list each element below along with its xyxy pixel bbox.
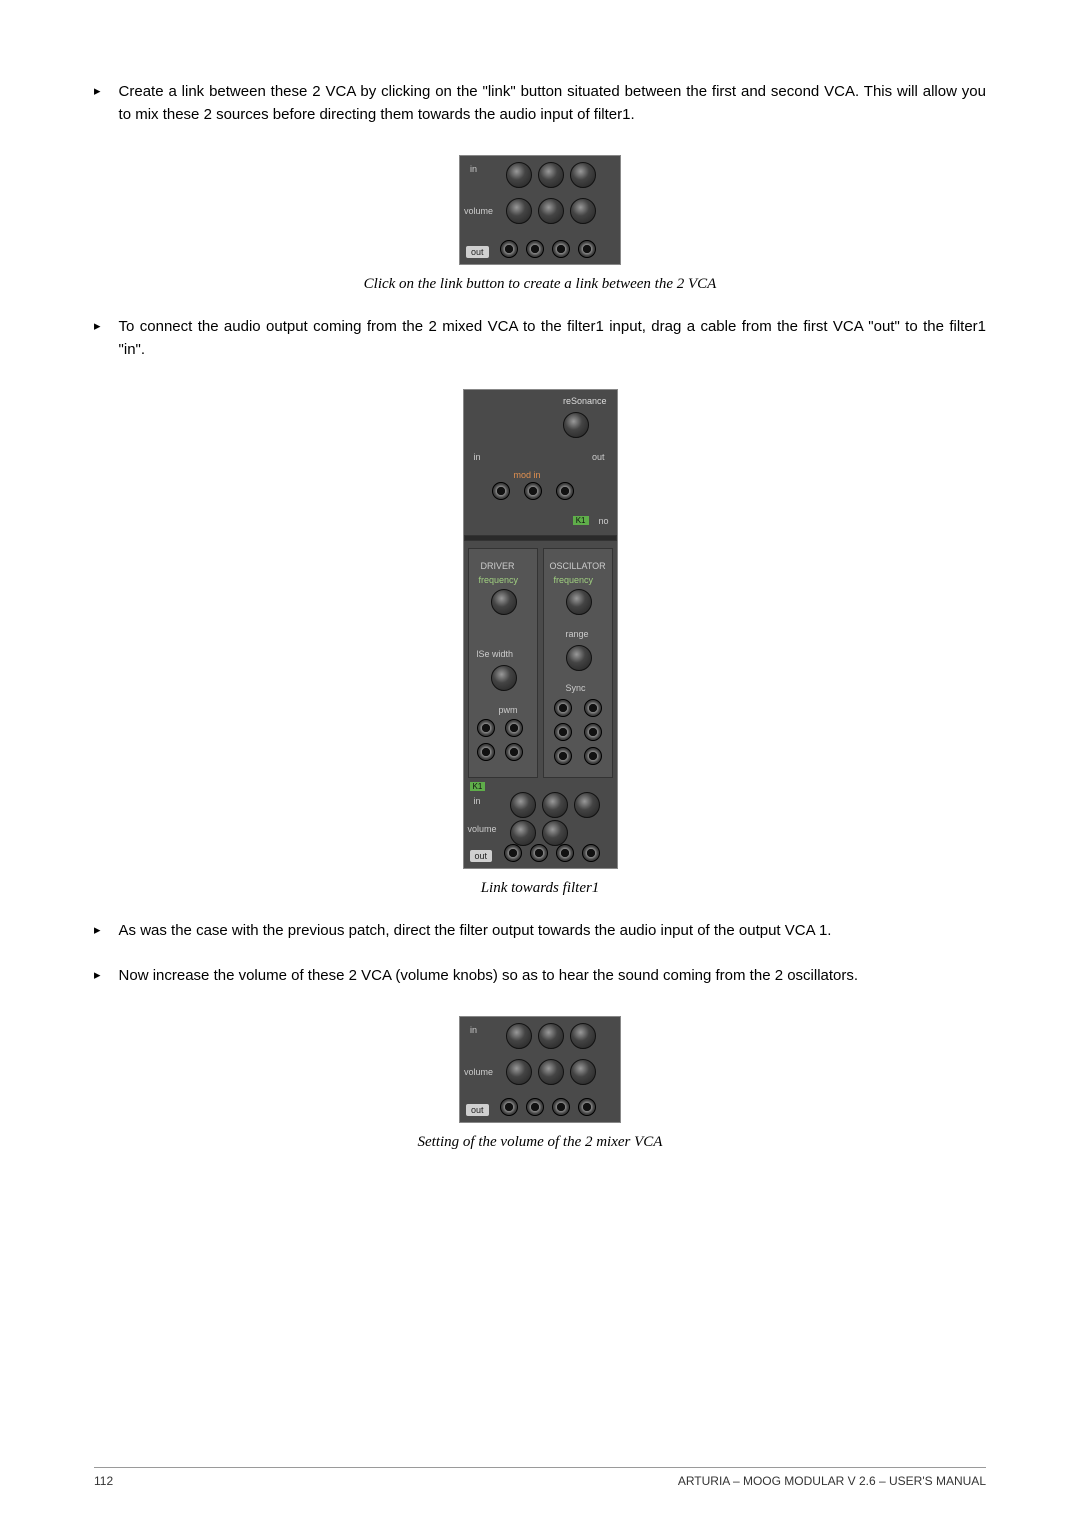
label-in: in xyxy=(474,796,481,806)
figure-volume-setting: in volume out xyxy=(94,1016,986,1128)
knob-icon xyxy=(538,1023,564,1049)
knob-icon xyxy=(566,589,592,615)
label-pwm: pwm xyxy=(499,705,518,715)
bullet-item: ▸ To connect the audio output coming fro… xyxy=(94,315,986,362)
jack-icon xyxy=(578,240,596,258)
knob-icon xyxy=(538,162,564,188)
label-mod-in: mod in xyxy=(514,470,541,480)
knob-icon xyxy=(542,792,568,818)
knob-icon xyxy=(506,198,532,224)
jack-icon xyxy=(584,747,602,765)
knob-icon xyxy=(506,162,532,188)
jack-icon xyxy=(554,699,572,717)
jack-icon xyxy=(492,482,510,500)
jack-icon xyxy=(556,482,574,500)
jack-icon xyxy=(505,743,523,761)
knob-icon xyxy=(566,645,592,671)
bullet-marker-icon: ▸ xyxy=(94,967,101,983)
jack-icon xyxy=(477,743,495,761)
label-oscillator: OSCILLATOR xyxy=(550,561,606,571)
jack-icon xyxy=(524,482,542,500)
figure-caption: Setting of the volume of the 2 mixer VCA xyxy=(94,1134,986,1151)
jack-icon xyxy=(500,1098,518,1116)
label-pulse-width: lSe width xyxy=(477,649,514,659)
label-volume: volume xyxy=(464,1067,493,1077)
panel-driver: DRIVER frequency lSe width pwm xyxy=(468,548,538,778)
label-volume: volume xyxy=(464,206,493,216)
jack-icon xyxy=(505,719,523,737)
footer-title: ARTURIA – MOOG MODULAR V 2.6 – USER'S MA… xyxy=(678,1474,986,1488)
bullet-text: As was the case with the previous patch,… xyxy=(119,919,986,942)
jack-icon xyxy=(554,747,572,765)
bullet-text: To connect the audio output coming from … xyxy=(119,315,986,362)
label-in: in xyxy=(470,164,477,174)
jack-icon xyxy=(554,723,572,741)
label-out: out xyxy=(592,452,605,462)
figure-caption: Link towards filter1 xyxy=(94,880,986,897)
jack-icon xyxy=(552,240,570,258)
screenshot-link-filter1: reSonance in out mod in K1 no DRIVER fre… xyxy=(463,389,618,869)
knob-icon xyxy=(570,162,596,188)
label-volume: volume xyxy=(468,824,497,834)
bullet-item: ▸ Create a link between these 2 VCA by c… xyxy=(94,80,986,127)
jack-icon xyxy=(477,719,495,737)
jack-icon xyxy=(530,844,548,862)
jack-icon xyxy=(584,699,602,717)
jack-icon xyxy=(504,844,522,862)
jack-icon xyxy=(584,723,602,741)
knob-icon xyxy=(538,198,564,224)
label-resonance: reSonance xyxy=(563,396,607,406)
bullet-item: ▸ Now increase the volume of these 2 VCA… xyxy=(94,964,986,987)
knob-icon xyxy=(491,589,517,615)
label-out: out xyxy=(466,1104,489,1116)
panel-oscillator: OSCILLATOR frequency range Sync xyxy=(543,548,613,778)
page-footer: 112 ARTURIA – MOOG MODULAR V 2.6 – USER'… xyxy=(94,1467,986,1488)
figure-link-filter1: reSonance in out mod in K1 no DRIVER fre… xyxy=(94,389,986,874)
label-range: range xyxy=(566,629,589,639)
bullet-marker-icon: ▸ xyxy=(94,83,101,99)
knob-icon xyxy=(542,820,568,846)
label-in: in xyxy=(470,1025,477,1035)
label-k1: K1 xyxy=(470,782,486,791)
label-frequency: frequency xyxy=(479,575,519,585)
label-out: out xyxy=(470,850,493,862)
jack-icon xyxy=(500,240,518,258)
knob-icon xyxy=(510,820,536,846)
figure-caption: Click on the link button to create a lin… xyxy=(94,276,986,293)
knob-icon xyxy=(574,792,600,818)
label-in: in xyxy=(474,452,481,462)
knob-icon xyxy=(506,1059,532,1085)
label-no: no xyxy=(598,516,608,526)
label-frequency: frequency xyxy=(554,575,594,585)
jack-icon xyxy=(582,844,600,862)
bullet-text: Now increase the volume of these 2 VCA (… xyxy=(119,964,986,987)
label-sync: Sync xyxy=(566,683,586,693)
label-driver: DRIVER xyxy=(481,561,515,571)
knob-icon xyxy=(570,1023,596,1049)
jack-icon xyxy=(526,240,544,258)
label-out: out xyxy=(466,246,489,258)
knob-icon xyxy=(570,198,596,224)
jack-icon xyxy=(556,844,574,862)
knob-icon xyxy=(570,1059,596,1085)
bullet-marker-icon: ▸ xyxy=(94,318,101,334)
divider xyxy=(464,535,617,541)
jack-icon xyxy=(526,1098,544,1116)
knob-icon xyxy=(510,792,536,818)
screenshot-vca-link: in volume out xyxy=(459,155,621,265)
bullet-item: ▸ As was the case with the previous patc… xyxy=(94,919,986,942)
jack-icon xyxy=(552,1098,570,1116)
knob-icon xyxy=(538,1059,564,1085)
jack-icon xyxy=(578,1098,596,1116)
bullet-marker-icon: ▸ xyxy=(94,922,101,938)
page-number: 112 xyxy=(94,1474,113,1488)
knob-icon xyxy=(506,1023,532,1049)
page-container: ▸ Create a link between these 2 VCA by c… xyxy=(0,0,1080,1528)
figure-vca-link: in volume out xyxy=(94,155,986,270)
knob-icon xyxy=(491,665,517,691)
knob-icon xyxy=(563,412,589,438)
screenshot-volume-setting: in volume out xyxy=(459,1016,621,1123)
label-k1: K1 xyxy=(573,516,589,525)
bullet-text: Create a link between these 2 VCA by cli… xyxy=(119,80,986,127)
